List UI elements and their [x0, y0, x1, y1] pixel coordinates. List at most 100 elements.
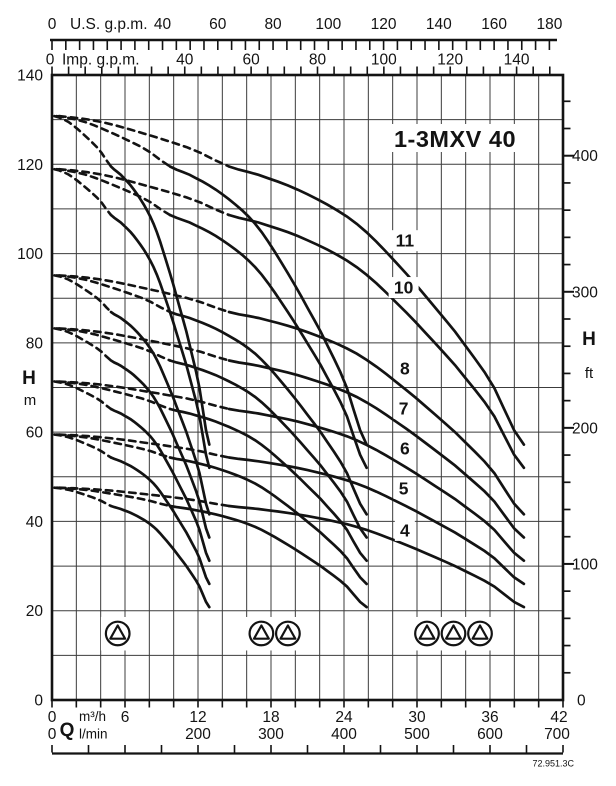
flow-m3h-unit: m³/h	[79, 709, 106, 724]
pump-icon	[467, 620, 493, 647]
curve-stage-10-3pump-solid	[227, 213, 526, 470]
curve-stage-4-3pump-dashed	[57, 486, 231, 508]
curve-stage-6-3pump-solid	[227, 407, 526, 563]
curve-stage-8-1pump-solid	[109, 310, 211, 516]
flow-m3h-label: 30	[408, 709, 426, 726]
curve-stage-10-2pump-solid	[168, 213, 368, 470]
curve-stage-4-2pump-solid	[168, 504, 368, 609]
head-ft-axis-title: H	[582, 329, 596, 350]
head-ft-label: 300	[572, 284, 598, 301]
flow-lmin-label: 700	[544, 726, 570, 743]
pump-triangle-icon	[445, 624, 462, 640]
head-ft-label: 200	[572, 420, 598, 437]
curve-stage-6-2pump-dashed	[55, 380, 172, 411]
head-m-label: 60	[26, 425, 44, 442]
curve-stage-10-2pump-dashed	[55, 167, 172, 217]
imp-gpm-title: Imp. g.p.m.	[62, 52, 140, 69]
stage-label-10: 10	[394, 278, 414, 298]
us-gpm-label: 160	[481, 16, 507, 33]
curve-stage-5-1pump-dashed	[53, 433, 113, 459]
stage-label-backdrop	[388, 277, 419, 299]
flow-m3h-label: 18	[262, 709, 279, 726]
stage-label-backdrop	[393, 477, 414, 499]
flow-lmin-label: 0	[48, 726, 57, 743]
head-ft-axis-unit: ft	[585, 365, 594, 382]
pump-icon	[104, 620, 131, 647]
stage-label-backdrop	[393, 398, 414, 420]
pump-triangle-icon	[279, 624, 297, 640]
us-gpm-label: 120	[371, 16, 397, 33]
curve-stage-7-1pump-dashed	[53, 327, 113, 362]
curve-stage-6-2pump-solid	[168, 407, 368, 563]
imp-gpm-label: 60	[242, 52, 260, 69]
flow-lmin-label: 500	[404, 726, 430, 743]
head-m-label: 120	[17, 157, 43, 174]
stage-label-backdrop	[394, 438, 415, 460]
curve-stage-5-3pump-dashed	[57, 433, 231, 459]
curve-stage-5-2pump-dashed	[55, 433, 172, 459]
curve-stage-7-2pump-dashed	[55, 327, 172, 362]
flow-m3h-label: 42	[550, 709, 567, 726]
head-m-axis-title: H	[22, 368, 36, 389]
imp-gpm-label: 120	[437, 52, 463, 69]
head-m-label: 40	[26, 514, 44, 531]
curve-stage-11-3pump-dashed	[57, 114, 231, 168]
flow-lmin-label: 400	[331, 726, 357, 743]
imp-gpm-label: 80	[309, 52, 327, 69]
head-ft-axis: 100 200 300 400 0 Hft	[563, 100, 598, 710]
head-m-label: 100	[17, 246, 43, 263]
stage-label-11: 11	[396, 231, 415, 251]
curve-stage-6-1pump-solid	[109, 407, 211, 563]
curve-stage-4-1pump-solid	[109, 504, 211, 609]
flow-lmin-unit: l/min	[79, 727, 108, 742]
curve-stage-7-2pump-solid	[168, 359, 368, 539]
imp-gpm-label: 140	[504, 52, 530, 69]
imp-gpm-axis: 0 Imp. g.p.m. 40 60 80 100 120 140	[46, 52, 551, 75]
flow-m3h-label: 0	[48, 709, 57, 726]
stage-label-backdrop	[389, 230, 420, 252]
us-gpm-label: 40	[154, 16, 172, 33]
flow-m3h-label: 36	[481, 709, 498, 726]
flow-m3h-label: 12	[189, 709, 206, 726]
stage-label-4: 4	[400, 520, 410, 540]
icon-backdrop	[244, 616, 305, 651]
stage-labels: 11 10 8 7 6 5 4	[388, 230, 420, 541]
pump-icon	[275, 620, 301, 647]
flow-axis: Qm³/h l/min 0 6 12 18 24 30 36 42 0 200 300 400 500 600…	[48, 709, 570, 755]
imp-gpm-zero: 0	[46, 52, 55, 69]
us-gpm-label: 140	[426, 16, 452, 33]
curve-stage-5-1pump-solid	[109, 456, 211, 586]
plot-border	[50, 73, 565, 702]
us-gpm-axis: 0 U.S. g.p.m. 40 60 80 100 120 140 160 180	[48, 16, 563, 50]
pump-icon	[414, 620, 440, 647]
pump-icon-group-2	[244, 616, 305, 651]
curve-stage-8-3pump-solid	[227, 310, 526, 516]
flow-lmin-label: 300	[258, 726, 284, 743]
head-m-axis-unit: m	[24, 392, 37, 409]
curve-stage-4-1pump-dashed	[53, 486, 113, 508]
us-gpm-label: 180	[536, 16, 562, 33]
pump-icon-group-3	[410, 616, 497, 651]
us-gpm-zero: 0	[48, 16, 57, 33]
curve-stage-10-3pump-dashed	[57, 167, 231, 217]
head-ft-label: 100	[572, 556, 598, 573]
chart-title: 1-3MXV 40	[394, 126, 516, 152]
pump-triangle-icon	[252, 624, 270, 640]
pump-triangle-icon	[109, 624, 127, 640]
curve-stage-7-1pump-solid	[109, 359, 211, 539]
pump-triangle-icon	[418, 624, 436, 640]
bottom-axis-ticks	[51, 700, 564, 708]
curve-stage-11-2pump-dashed	[55, 114, 172, 168]
head-ft-zero: 0	[577, 693, 586, 710]
imp-gpm-label: 100	[371, 52, 397, 69]
stage-label-5: 5	[399, 478, 409, 498]
flow-lmin-label: 600	[477, 726, 503, 743]
curve-stage-11-3pump-solid	[227, 165, 526, 446]
stage-label-backdrop	[394, 519, 415, 541]
stage-label-8: 8	[400, 358, 410, 378]
pump-icon-group-1	[100, 616, 135, 651]
us-gpm-label: 80	[264, 16, 282, 33]
